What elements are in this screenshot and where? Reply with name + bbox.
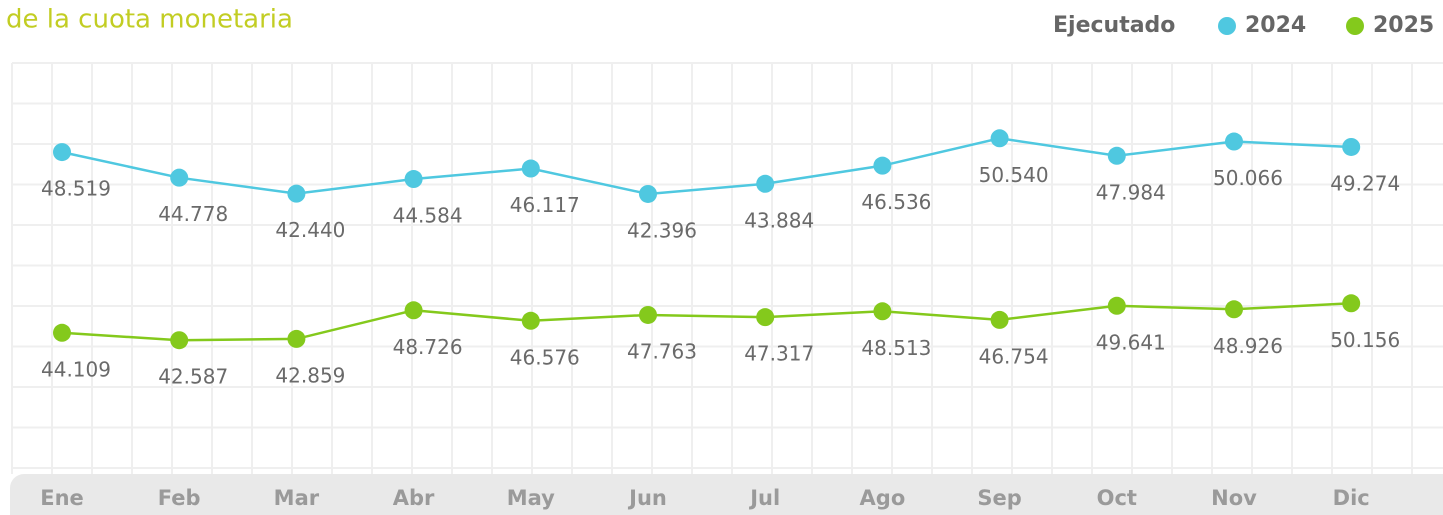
data-point: [756, 308, 775, 327]
x-tick-label: Nov: [1211, 486, 1257, 510]
data-label: 46.754: [979, 344, 1049, 368]
data-label: 44.109: [41, 357, 111, 381]
x-tick-label: May: [507, 486, 555, 510]
x-axis-band: [10, 474, 1443, 515]
data-label: 50.540: [979, 163, 1049, 187]
x-tick-label: Sep: [977, 486, 1021, 510]
data-point: [1107, 146, 1126, 165]
x-tick-label: Jul: [748, 486, 780, 510]
data-label: 48.926: [1213, 334, 1283, 358]
data-label: 48.726: [393, 335, 463, 359]
data-label: 47.763: [627, 339, 697, 363]
data-point: [990, 310, 1009, 329]
data-point: [521, 311, 540, 330]
series-line: [61, 137, 1352, 196]
data-point: [990, 129, 1009, 148]
data-label: 47.984: [1096, 180, 1166, 204]
x-tick-label: Ago: [860, 486, 906, 510]
legend-marker: [1346, 17, 1364, 35]
data-point: [404, 301, 423, 320]
data-point: [1342, 294, 1361, 313]
data-label: 48.519: [41, 177, 111, 201]
data-point: [521, 159, 540, 178]
legend-title: Ejecutado: [1053, 13, 1175, 38]
data-label: 46.117: [510, 193, 580, 217]
data-label: 44.778: [158, 202, 228, 226]
legend-label: 2025: [1373, 13, 1434, 38]
data-label: 50.066: [1213, 166, 1283, 190]
data-point: [170, 331, 189, 350]
data-point: [873, 302, 892, 321]
x-tick-label: Oct: [1097, 486, 1137, 510]
series-line: [61, 302, 1352, 342]
x-tick-label: Dic: [1333, 486, 1370, 510]
x-tick-label: Feb: [158, 486, 201, 510]
data-label: 49.641: [1096, 330, 1166, 354]
data-label: 42.859: [275, 363, 345, 387]
x-tick-label: Ene: [40, 486, 84, 510]
data-point: [873, 156, 892, 175]
data-point: [287, 329, 306, 348]
data-label: 42.587: [158, 365, 228, 389]
data-point: [404, 170, 423, 189]
data-point: [53, 143, 71, 162]
data-label: 43.884: [744, 208, 814, 232]
data-label: 47.317: [744, 342, 814, 366]
x-tick-label: Abr: [393, 486, 435, 510]
data-label: 42.440: [275, 218, 345, 242]
data-point: [53, 323, 71, 342]
data-point: [639, 305, 657, 324]
x-tick-label: Jun: [627, 486, 667, 510]
data-label: 49.274: [1330, 171, 1400, 195]
legend-label: 2024: [1245, 13, 1306, 38]
chart-title: de la cuota monetaria: [6, 5, 293, 35]
data-point: [1342, 137, 1361, 156]
data-label: 46.576: [510, 345, 580, 369]
data-point: [1107, 296, 1126, 315]
legend-marker: [1218, 17, 1236, 35]
data-point: [1225, 300, 1243, 319]
data-label: 42.396: [627, 218, 697, 242]
x-tick-label: Mar: [274, 486, 320, 510]
data-label: 48.513: [861, 336, 931, 360]
data-label: 46.536: [861, 190, 931, 214]
data-point: [1225, 132, 1243, 151]
data-label: 44.584: [393, 204, 463, 228]
data-point: [639, 184, 657, 203]
data-point: [756, 174, 775, 193]
data-point: [287, 184, 306, 203]
data-point: [170, 168, 189, 187]
data-label: 50.156: [1330, 328, 1400, 352]
